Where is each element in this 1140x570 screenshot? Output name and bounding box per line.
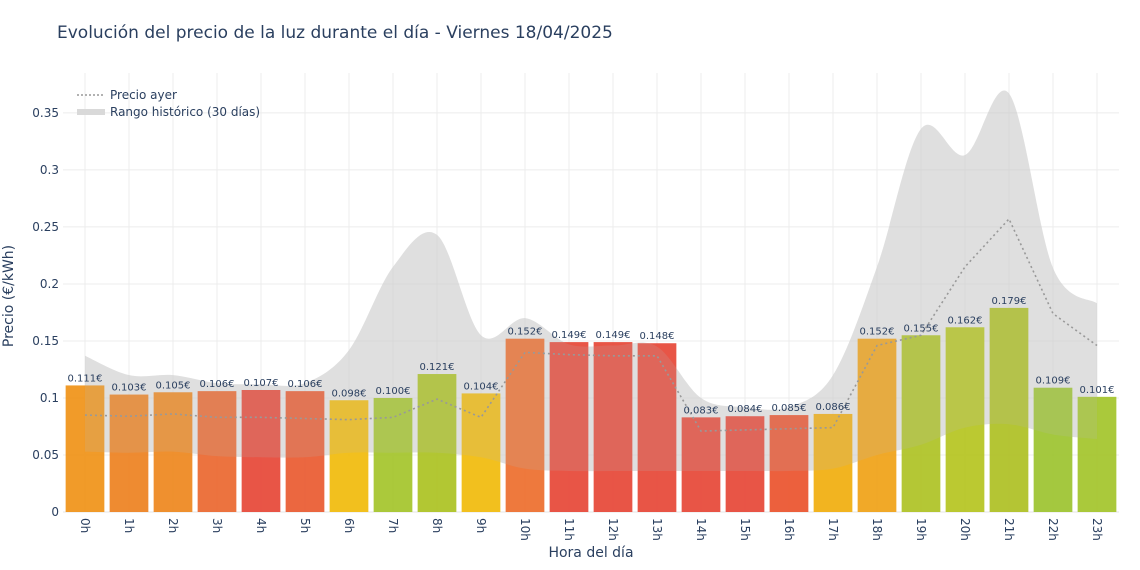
- bar-label-6h: 0.098€: [332, 388, 367, 399]
- bar-label-11h: 0.149€: [552, 330, 587, 341]
- bar-18h: [857, 338, 897, 512]
- x-tick-label-20h: 20h: [958, 518, 972, 541]
- x-tick-label-4h: 4h: [254, 518, 268, 533]
- bar-19h: [901, 335, 941, 512]
- legend-area-swatch: [77, 109, 105, 115]
- bar-12h: [593, 342, 633, 512]
- bar-20h: [945, 327, 985, 512]
- x-axis-title: Hora del día: [548, 545, 633, 561]
- x-tick-label-13h: 13h: [650, 518, 664, 541]
- bar-label-13h: 0.148€: [640, 331, 675, 342]
- bar-9h: [461, 393, 501, 512]
- bar-17h: [813, 413, 853, 512]
- x-tick-label-18h: 18h: [870, 518, 884, 541]
- legend: Precio ayer Rango histórico (30 días): [77, 88, 260, 119]
- bar-10h: [505, 338, 545, 512]
- x-axis-ticks: 0h 1h 2h 3h 4h 5h 6h 7h 8h 9h 10h 11h 12h 13h 14h 15h 16…: [78, 518, 1104, 541]
- x-tick-label-3h: 3h: [210, 518, 224, 533]
- x-tick-label-5h: 5h: [298, 518, 312, 533]
- historical-range-area: [85, 90, 1097, 472]
- bar-label-0h: 0.111€: [68, 373, 103, 384]
- x-tick-label-21h: 21h: [1002, 518, 1016, 541]
- bar-label-4h: 0.107€: [244, 378, 279, 389]
- x-tick-label-10h: 10h: [518, 518, 532, 541]
- x-tick-label-11h: 11h: [562, 518, 576, 541]
- y-tick-label: 0.05: [32, 448, 59, 462]
- x-tick-label-1h: 1h: [122, 518, 136, 533]
- bar-0h: [65, 385, 105, 512]
- x-tick-label-12h: 12h: [606, 518, 620, 541]
- x-tick-label-23h: 23h: [1090, 518, 1104, 541]
- bar-label-9h: 0.104€: [464, 381, 499, 392]
- x-tick-label-15h: 15h: [738, 518, 752, 541]
- x-tick-label-8h: 8h: [430, 518, 444, 533]
- x-tick-label-7h: 7h: [386, 518, 400, 533]
- bar-label-1h: 0.103€: [112, 383, 147, 394]
- legend-precio-ayer: Precio ayer: [110, 88, 177, 102]
- bar-label-16h: 0.085€: [772, 403, 807, 414]
- bar-7h: [373, 397, 413, 512]
- bar-label-3h: 0.106€: [200, 379, 235, 390]
- bar-label-17h: 0.086€: [816, 402, 851, 413]
- bar-15h: [725, 416, 765, 512]
- x-tick-label-22h: 22h: [1046, 518, 1060, 541]
- historical-range-shape: [85, 90, 1097, 472]
- bar-8h: [417, 374, 457, 512]
- bar-11h: [549, 342, 589, 512]
- x-tick-label-14h: 14h: [694, 518, 708, 541]
- bar-1h: [109, 394, 149, 512]
- y-axis-title: Precio (€/kWh): [1, 245, 17, 347]
- y-tick-label: 0.25: [32, 220, 59, 234]
- y-tick-label: 0.35: [32, 106, 59, 120]
- bar-2h: [153, 392, 193, 512]
- y-tick-label: 0.2: [40, 277, 59, 291]
- x-tick-label-19h: 19h: [914, 518, 928, 541]
- bar-label-18h: 0.152€: [860, 327, 895, 338]
- bar-3h: [197, 391, 237, 512]
- x-tick-label-0h: 0h: [78, 518, 92, 533]
- bar-22h: [1033, 387, 1073, 512]
- precio-ayer-line: [84, 217, 1098, 432]
- x-tick-label-6h: 6h: [342, 518, 356, 533]
- x-tick-label-17h: 17h: [826, 518, 840, 541]
- yesterday-price-line: [84, 217, 1098, 432]
- bar-label-23h: 0.101€: [1080, 385, 1115, 396]
- bar-14h: [681, 417, 721, 512]
- x-tick-label-9h: 9h: [474, 518, 488, 533]
- legend-rango-historico: Rango histórico (30 días): [110, 105, 260, 119]
- bar-label-5h: 0.106€: [288, 379, 323, 390]
- bar-label-20h: 0.162€: [948, 315, 983, 326]
- bar-label-22h: 0.109€: [1036, 376, 1071, 387]
- bar-label-2h: 0.105€: [156, 380, 191, 391]
- bar-16h: [769, 415, 809, 512]
- y-tick-label: 0.15: [32, 334, 59, 348]
- bar-23h: [1077, 396, 1117, 512]
- x-tick-label-2h: 2h: [166, 518, 180, 533]
- bars: [65, 90, 1117, 512]
- bar-label-8h: 0.121€: [420, 362, 455, 373]
- bar-label-14h: 0.083€: [684, 405, 719, 416]
- bar-label-10h: 0.152€: [508, 327, 543, 338]
- y-tick-label: 0.3: [40, 163, 59, 177]
- bar-13h: [637, 343, 677, 512]
- y-tick-label: 0: [51, 505, 59, 519]
- bar-label-15h: 0.084€: [728, 404, 763, 415]
- bar-label-12h: 0.149€: [596, 330, 631, 341]
- bar-value-labels: 0.111€ 0.103€ 0.105€ 0.106€ 0.107€ 0.106€ 0.09…: [68, 296, 1115, 416]
- x-tick-label-16h: 16h: [782, 518, 796, 541]
- bar-4h: [241, 389, 281, 512]
- y-tick-label: 0.1: [40, 391, 59, 405]
- bar-label-21h: 0.179€: [992, 296, 1027, 307]
- bar-5h: [285, 391, 325, 512]
- bar-label-19h: 0.155€: [904, 323, 939, 334]
- bar-label-7h: 0.100€: [376, 386, 411, 397]
- y-axis-ticks: 0 0.05 0.1 0.15 0.2 0.25 0.3 0.35: [32, 106, 59, 519]
- historical-range-overlay: [85, 90, 1097, 472]
- bar-21h: [989, 307, 1029, 512]
- chart-title: Evolución del precio de la luz durante e…: [57, 23, 613, 43]
